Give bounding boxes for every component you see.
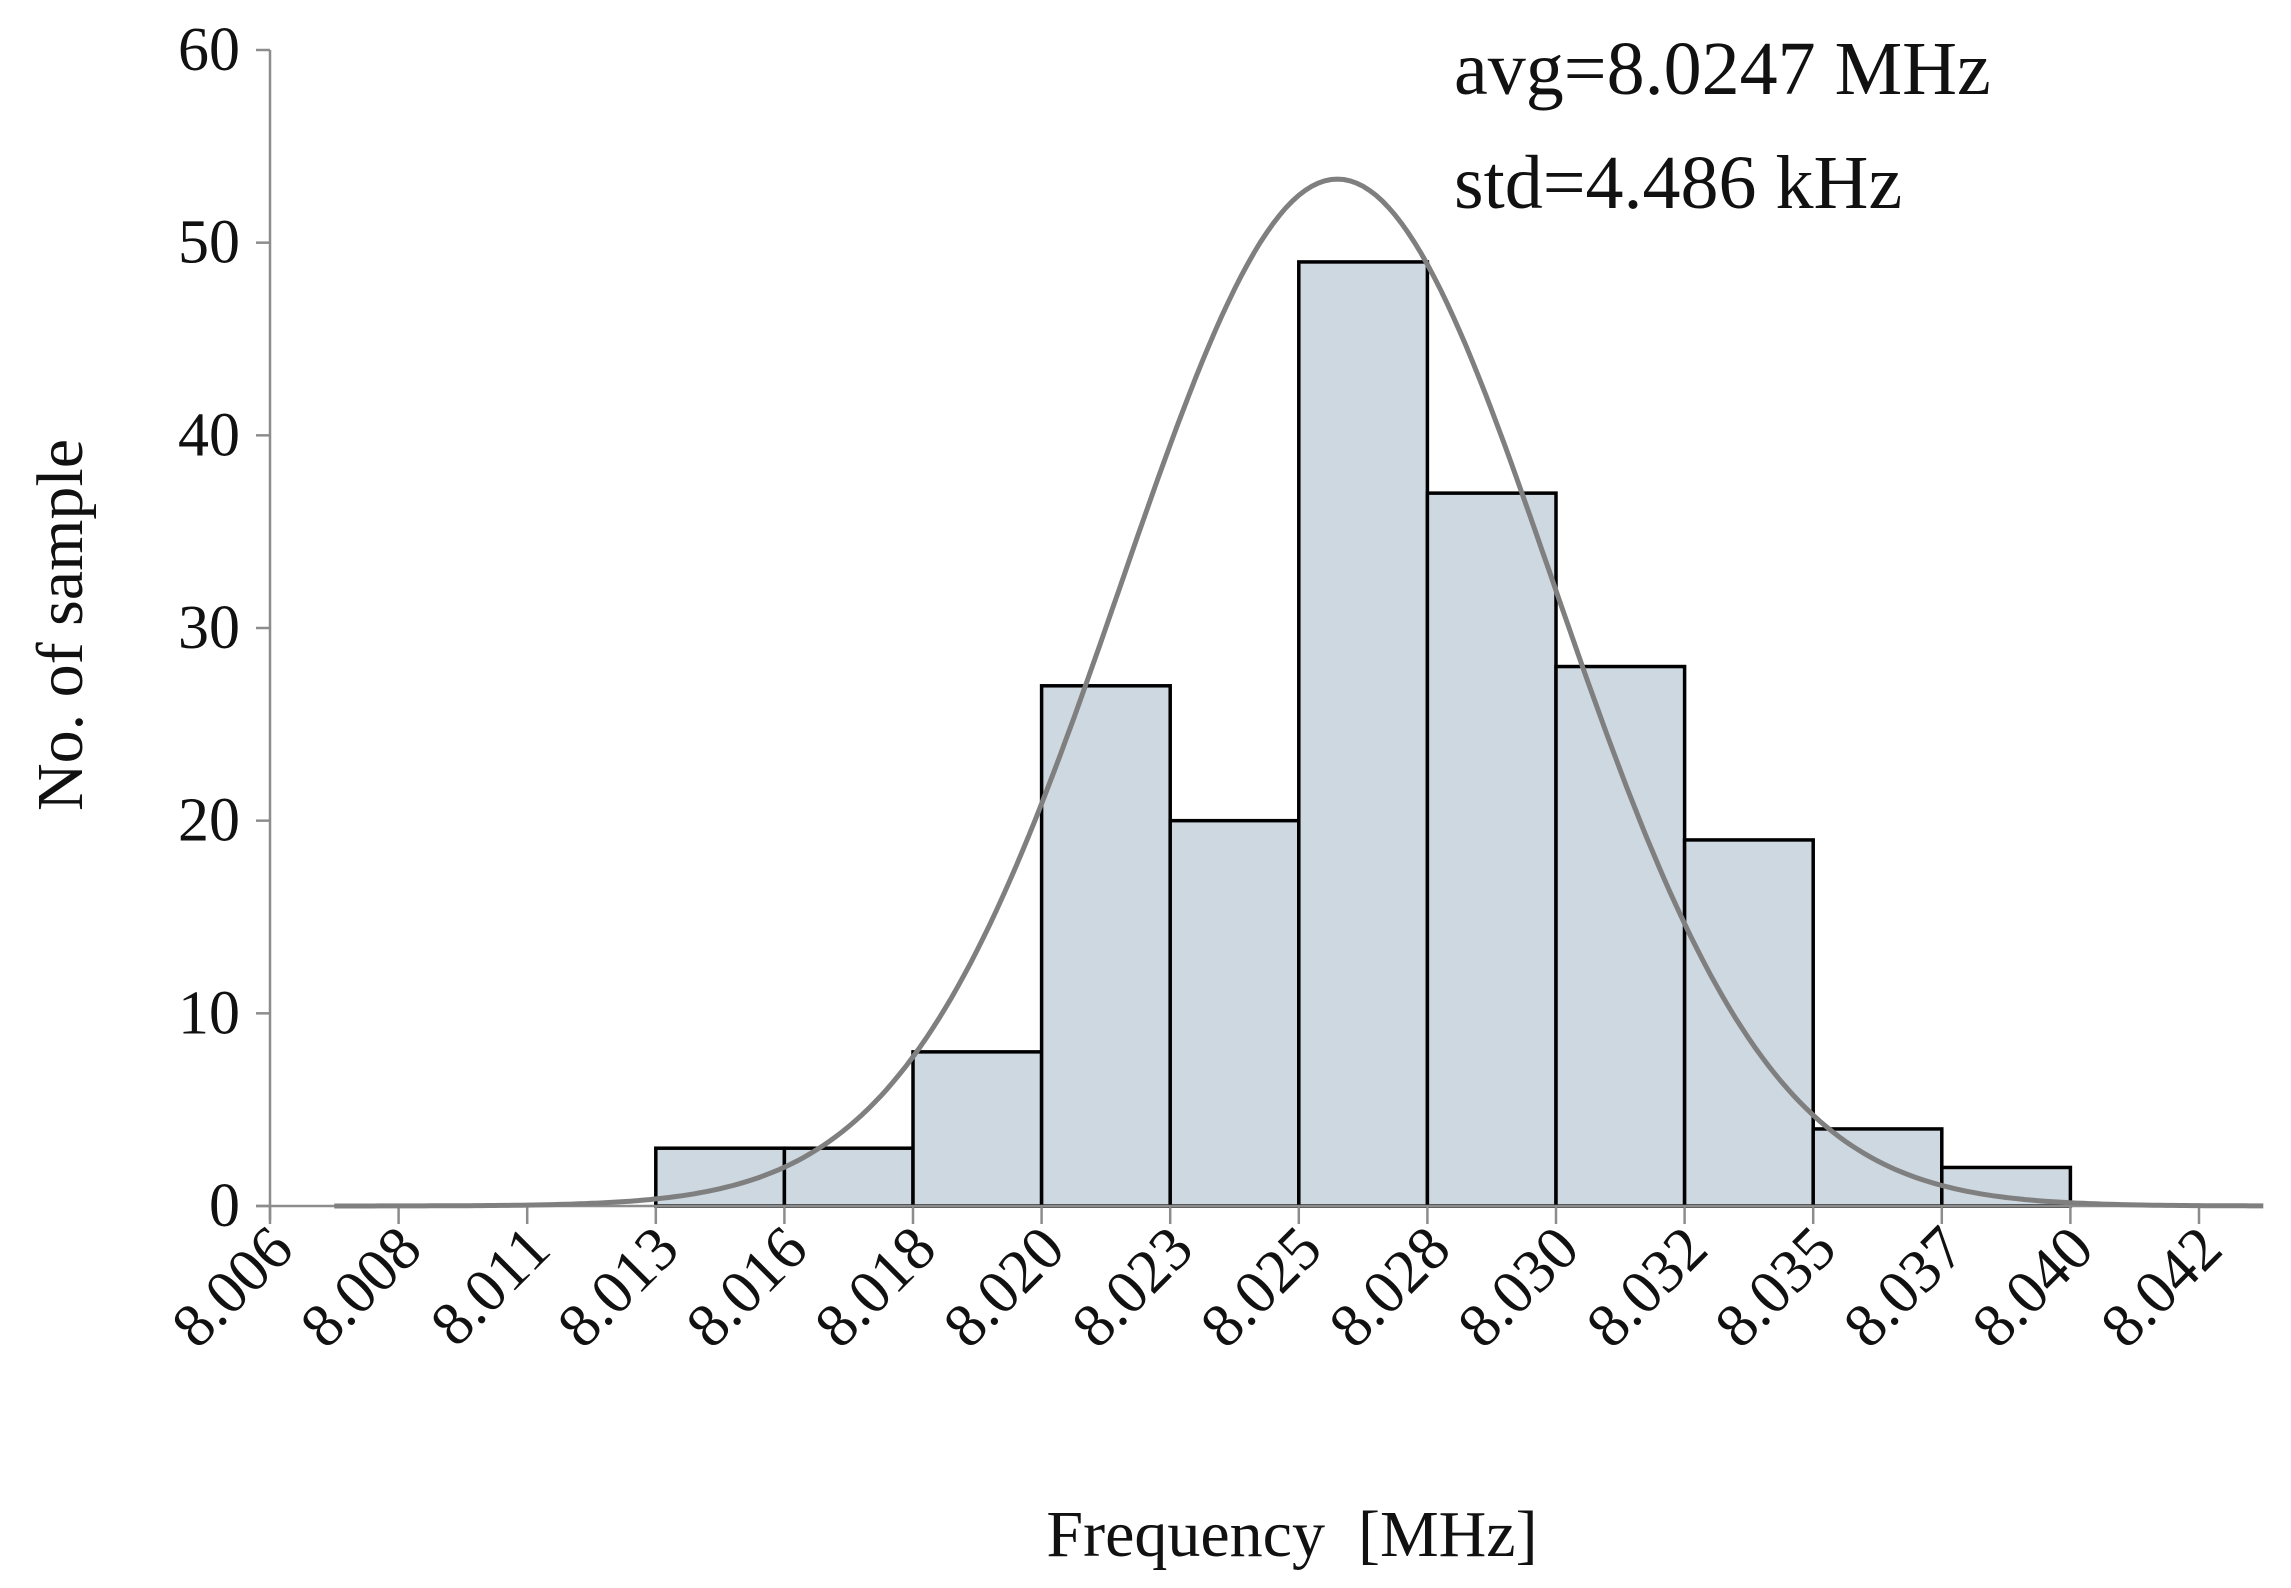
annotation-std: std=4.486 kHz (1454, 141, 1902, 225)
histogram-bar-6 (1425, 491, 1558, 1208)
y-tick-label-0: 0 (209, 1172, 240, 1240)
y-tick-label-5: 50 (178, 209, 240, 277)
x-tick-label-2: 8.011 (418, 1214, 563, 1359)
annotation-avg: avg=8.0247 MHz (1454, 27, 1991, 111)
y-tick-label-1: 10 (178, 979, 240, 1047)
y-axis-title: No. of sample (24, 439, 97, 811)
x-tick-label-6: 8.020 (931, 1214, 1078, 1361)
histogram-bar-2 (911, 1050, 1044, 1208)
x-axis-title: Frequency [MHz] (1046, 1498, 1537, 1571)
normal-fit-curve (334, 176, 2264, 1209)
histogram-bar-7 (1554, 664, 1687, 1208)
histogram-bar-4 (1168, 818, 1301, 1208)
y-tick-label-6: 60 (178, 16, 240, 84)
x-tick-label-5: 8.018 (802, 1214, 949, 1361)
y-tick-label-4: 40 (178, 401, 240, 469)
histogram-bar-8 (1682, 838, 1815, 1208)
y-tick-label-3: 30 (178, 594, 240, 662)
histogram-bar-3 (1039, 684, 1172, 1208)
x-tick-label-13: 8.037 (1831, 1214, 1978, 1361)
x-tick-label-12: 8.035 (1702, 1214, 1849, 1361)
x-tick-label-3: 8.013 (545, 1214, 692, 1361)
x-tick-label-14: 8.040 (1960, 1214, 2107, 1361)
x-tick-label-11: 8.032 (1574, 1214, 1721, 1361)
histogram-bar-9 (1811, 1127, 1944, 1208)
histogram-bar-5 (1297, 260, 1430, 1208)
x-tick-label-7: 8.023 (1059, 1214, 1206, 1361)
x-tick-label-10: 8.030 (1445, 1214, 1592, 1361)
curve-layer (334, 176, 2264, 1209)
x-tick-label-4: 8.016 (674, 1214, 821, 1361)
x-tick-label-8: 8.025 (1188, 1214, 1335, 1361)
x-tick-label-9: 8.028 (1317, 1214, 1464, 1361)
x-tick-label-1: 8.008 (288, 1214, 435, 1361)
x-tick-label-15: 8.042 (2088, 1214, 2235, 1361)
bars-layer (654, 260, 2073, 1208)
y-tick-label-2: 20 (178, 787, 240, 855)
